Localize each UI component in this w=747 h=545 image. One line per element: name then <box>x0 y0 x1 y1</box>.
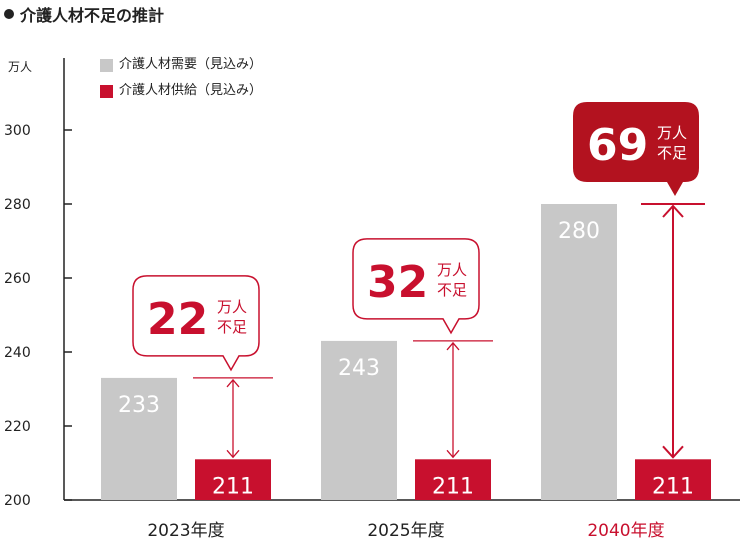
legend-item-demand: 介護人材需要（見込み） <box>100 52 262 78</box>
bar-value-supply: 211 <box>212 474 254 499</box>
gap-arrowhead-down <box>226 449 240 459</box>
gap-arrowhead-down <box>446 449 460 459</box>
x-tick-label: 2023年度 <box>147 521 224 541</box>
bar-demand <box>321 340 397 500</box>
legend-label-supply: 介護人材供給（見込み） <box>119 83 263 98</box>
bar-value-demand: 280 <box>558 219 600 244</box>
legend: 介護人材需要（見込み） 介護人材供給（見込み） <box>100 52 262 104</box>
bar-value-demand: 233 <box>118 393 160 418</box>
bar-value-supply: 211 <box>432 474 474 499</box>
bar-supply <box>415 459 491 500</box>
y-axis-unit-label: 万人 <box>8 60 33 74</box>
shortage-unit: 万人 <box>437 261 467 279</box>
gap-arrowhead-up <box>662 204 684 218</box>
shortage-unit: 万人 <box>217 298 247 316</box>
bar-supply <box>635 459 711 500</box>
legend-swatch-demand <box>100 58 113 72</box>
shortage-callout-bubble <box>132 275 260 372</box>
y-tick-label: 200 <box>4 493 31 509</box>
chart-title-text: 介護人材不足の推計 <box>20 6 165 25</box>
bar-value-supply: 211 <box>652 474 694 499</box>
y-tick-label: 260 <box>4 271 31 287</box>
y-tick-label: 220 <box>4 419 31 435</box>
legend-swatch-supply <box>100 84 113 98</box>
shortage-callout-bubble <box>352 238 480 335</box>
y-tick-label: 280 <box>4 197 31 213</box>
bar-demand <box>541 204 617 500</box>
x-tick-label: 2040年度 <box>587 521 664 541</box>
y-tick-label: 240 <box>4 345 31 361</box>
bar-value-demand: 243 <box>338 356 380 381</box>
legend-label-demand: 介護人材需要（見込み） <box>119 57 263 72</box>
gap-arrowhead-down <box>662 445 684 459</box>
bar-demand <box>101 377 177 500</box>
chart-title: 介護人材不足の推計 <box>4 2 164 26</box>
x-tick-label: 2025年度 <box>367 521 444 541</box>
bullet-dot-icon <box>4 9 14 19</box>
shortage-label: 不足 <box>437 281 467 299</box>
gap-arrowhead-up <box>446 341 460 351</box>
shortage-unit: 万人 <box>657 124 687 142</box>
y-tick-label: 300 <box>4 123 31 139</box>
shortage-value: 22 <box>147 294 208 345</box>
shortage-label: 不足 <box>217 318 247 336</box>
bar-supply <box>195 459 271 500</box>
gap-arrowhead-up <box>226 378 240 388</box>
shortage-value: 69 <box>587 120 648 171</box>
shortage-label: 不足 <box>657 144 687 162</box>
shortage-callout-bubble <box>573 102 699 196</box>
shortage-value: 32 <box>367 257 428 308</box>
legend-item-supply: 介護人材供給（見込み） <box>100 78 262 104</box>
